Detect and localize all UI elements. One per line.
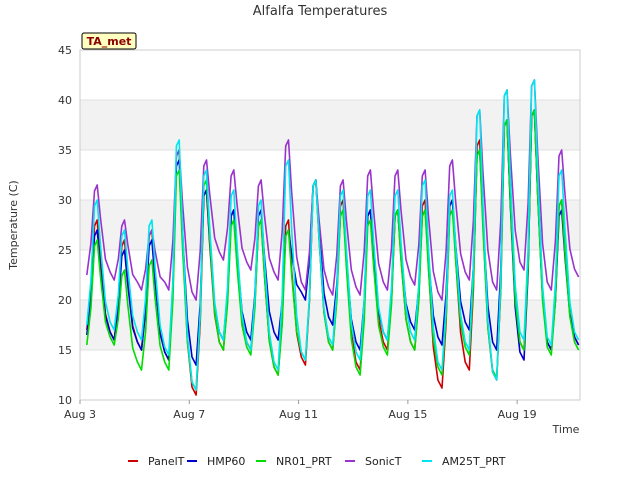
x-tick-label: Aug 15 bbox=[388, 408, 427, 421]
series-line-sonict bbox=[86, 79, 580, 301]
grid-band bbox=[80, 300, 580, 350]
legend-item-sonict: SonicT bbox=[345, 455, 402, 468]
y-tick-label: 25 bbox=[58, 244, 72, 257]
legend-item-panelt: PanelT bbox=[128, 455, 185, 468]
y-tick-label: 20 bbox=[58, 294, 72, 307]
x-axis-ticks: Aug 3 Aug 7 Aug 11 Aug 15 Aug 19 bbox=[64, 400, 537, 421]
y-tick-label: 10 bbox=[58, 394, 72, 407]
grid-bands bbox=[80, 100, 580, 350]
series-lines bbox=[86, 79, 580, 396]
y-tick-label: 40 bbox=[58, 94, 72, 107]
legend-item-am25t-prt: AM25T_PRT bbox=[422, 455, 506, 468]
y-tick-label: 35 bbox=[58, 144, 72, 157]
legend-label: HMP60 bbox=[207, 455, 245, 468]
series-line-am25t-prt bbox=[86, 79, 580, 391]
plot-frame bbox=[79, 49, 581, 401]
y-tick-label: 45 bbox=[58, 44, 72, 57]
grid-band bbox=[80, 200, 580, 250]
legend-item-hmp60: HMP60 bbox=[187, 455, 245, 468]
x-tick-label: Aug 11 bbox=[279, 408, 318, 421]
y-axis-label: Temperature (C) bbox=[7, 180, 20, 270]
y-axis-ticks: 10 15 20 25 30 35 40 45 bbox=[58, 44, 72, 407]
badge-label: TA_met bbox=[87, 35, 132, 48]
legend: PanelT HMP60 NR01_PRT SonicT AM25T_PRT bbox=[128, 455, 506, 468]
legend-label: SonicT bbox=[365, 455, 402, 468]
badge-box bbox=[81, 32, 137, 50]
legend-item-nr01-prt: NR01_PRT bbox=[256, 455, 332, 468]
legend-label: AM25T_PRT bbox=[442, 455, 506, 468]
ta-met-badge: TA_met bbox=[81, 32, 137, 50]
y-tick-label: 15 bbox=[58, 344, 72, 357]
grid-band bbox=[80, 100, 580, 150]
legend-label: PanelT bbox=[148, 455, 185, 468]
x-tick-label: Aug 3 bbox=[64, 408, 96, 421]
chart-title: Alfalfa Temperatures bbox=[253, 4, 388, 19]
x-tick-label: Aug 7 bbox=[173, 408, 205, 421]
y-tick-label: 30 bbox=[58, 194, 72, 207]
x-tick-label: Aug 19 bbox=[498, 408, 537, 421]
x-axis-label: Time bbox=[552, 423, 580, 436]
legend-label: NR01_PRT bbox=[276, 455, 332, 468]
